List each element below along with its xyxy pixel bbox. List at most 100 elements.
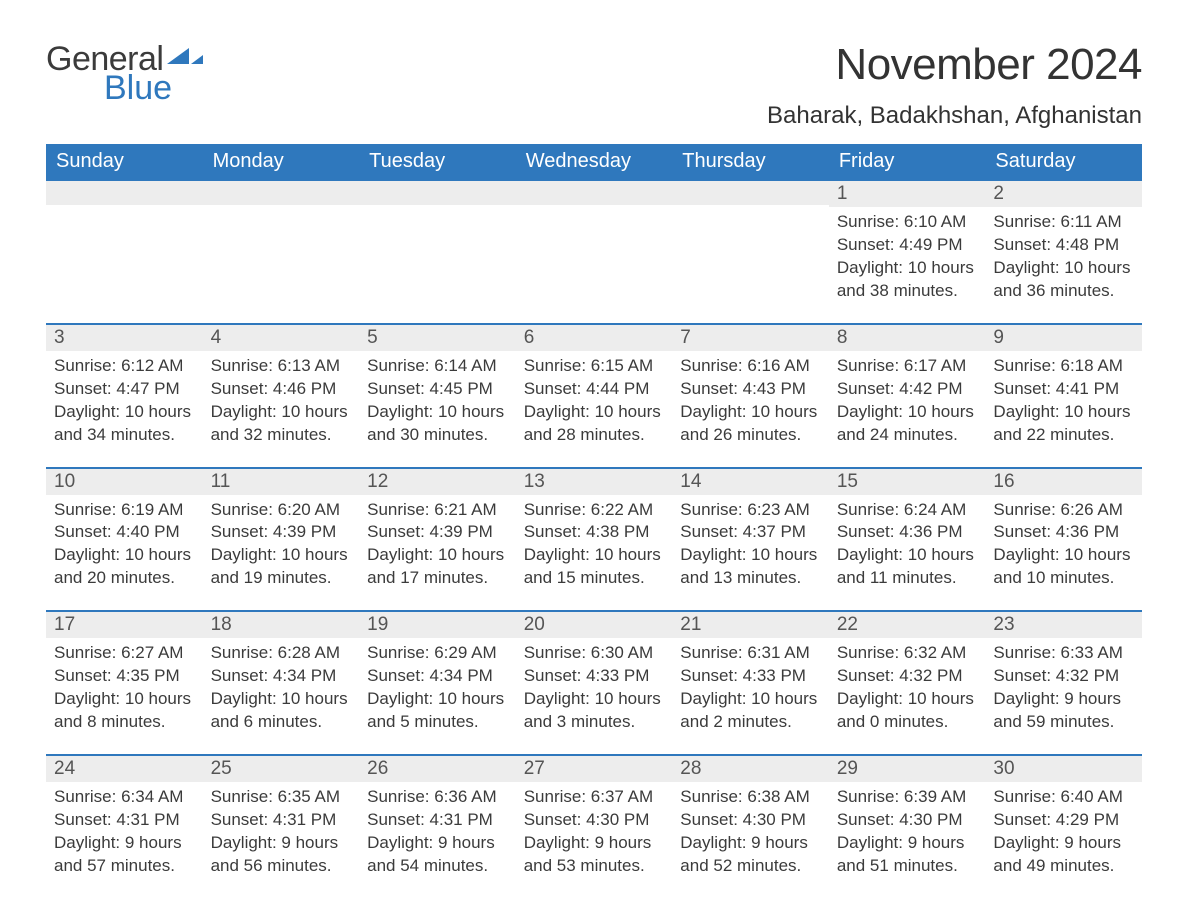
calendar-day-empty bbox=[359, 181, 516, 309]
heading-block: November 2024 Baharak, Badakhshan, Afgha… bbox=[767, 40, 1142, 130]
day-sunrise: Sunrise: 6:29 AM bbox=[367, 642, 508, 665]
calendar-day: 26Sunrise: 6:36 AMSunset: 4:31 PMDayligh… bbox=[359, 756, 516, 884]
day-number-bar bbox=[672, 181, 829, 205]
day-sunrise: Sunrise: 6:30 AM bbox=[524, 642, 665, 665]
day-dl2: and 2 minutes. bbox=[680, 711, 821, 734]
day-dl1: Daylight: 10 hours bbox=[524, 688, 665, 711]
day-number: 27 bbox=[516, 756, 673, 782]
day-details: Sunrise: 6:31 AMSunset: 4:33 PMDaylight:… bbox=[672, 638, 829, 734]
day-sunrise: Sunrise: 6:40 AM bbox=[993, 786, 1134, 809]
day-dl1: Daylight: 10 hours bbox=[993, 257, 1134, 280]
calendar-day: 5Sunrise: 6:14 AMSunset: 4:45 PMDaylight… bbox=[359, 325, 516, 453]
day-dl1: Daylight: 10 hours bbox=[680, 544, 821, 567]
calendar-day: 12Sunrise: 6:21 AMSunset: 4:39 PMDayligh… bbox=[359, 469, 516, 597]
day-details: Sunrise: 6:34 AMSunset: 4:31 PMDaylight:… bbox=[46, 782, 203, 878]
day-dl2: and 38 minutes. bbox=[837, 280, 978, 303]
day-number: 2 bbox=[985, 181, 1142, 207]
day-details: Sunrise: 6:32 AMSunset: 4:32 PMDaylight:… bbox=[829, 638, 986, 734]
day-number: 29 bbox=[829, 756, 986, 782]
day-dl1: Daylight: 10 hours bbox=[54, 401, 195, 424]
day-sunrise: Sunrise: 6:18 AM bbox=[993, 355, 1134, 378]
day-number: 25 bbox=[203, 756, 360, 782]
day-details: Sunrise: 6:18 AMSunset: 4:41 PMDaylight:… bbox=[985, 351, 1142, 447]
calendar-day: 8Sunrise: 6:17 AMSunset: 4:42 PMDaylight… bbox=[829, 325, 986, 453]
day-sunrise: Sunrise: 6:15 AM bbox=[524, 355, 665, 378]
day-number: 1 bbox=[829, 181, 986, 207]
day-sunset: Sunset: 4:40 PM bbox=[54, 521, 195, 544]
day-details: Sunrise: 6:17 AMSunset: 4:42 PMDaylight:… bbox=[829, 351, 986, 447]
day-details: Sunrise: 6:12 AMSunset: 4:47 PMDaylight:… bbox=[46, 351, 203, 447]
day-sunrise: Sunrise: 6:33 AM bbox=[993, 642, 1134, 665]
top-bar: General Blue November 2024 Baharak, Bada… bbox=[46, 40, 1142, 130]
calendar-week: 24Sunrise: 6:34 AMSunset: 4:31 PMDayligh… bbox=[46, 754, 1142, 884]
day-number: 19 bbox=[359, 612, 516, 638]
day-sunset: Sunset: 4:34 PM bbox=[211, 665, 352, 688]
day-number-bar bbox=[516, 181, 673, 205]
calendar-day: 2Sunrise: 6:11 AMSunset: 4:48 PMDaylight… bbox=[985, 181, 1142, 309]
day-details: Sunrise: 6:23 AMSunset: 4:37 PMDaylight:… bbox=[672, 495, 829, 591]
day-sunset: Sunset: 4:41 PM bbox=[993, 378, 1134, 401]
day-sunrise: Sunrise: 6:20 AM bbox=[211, 499, 352, 522]
day-sunset: Sunset: 4:45 PM bbox=[367, 378, 508, 401]
day-sunrise: Sunrise: 6:21 AM bbox=[367, 499, 508, 522]
day-dl1: Daylight: 10 hours bbox=[993, 401, 1134, 424]
day-number: 22 bbox=[829, 612, 986, 638]
calendar-page: General Blue November 2024 Baharak, Bada… bbox=[0, 0, 1188, 914]
day-sunset: Sunset: 4:31 PM bbox=[367, 809, 508, 832]
day-details: Sunrise: 6:20 AMSunset: 4:39 PMDaylight:… bbox=[203, 495, 360, 591]
dow-sunday: Sunday bbox=[46, 144, 203, 181]
day-details: Sunrise: 6:33 AMSunset: 4:32 PMDaylight:… bbox=[985, 638, 1142, 734]
day-number-bar bbox=[203, 181, 360, 205]
day-dl2: and 34 minutes. bbox=[54, 424, 195, 447]
day-details: Sunrise: 6:35 AMSunset: 4:31 PMDaylight:… bbox=[203, 782, 360, 878]
day-sunset: Sunset: 4:31 PM bbox=[54, 809, 195, 832]
day-dl2: and 53 minutes. bbox=[524, 855, 665, 878]
calendar-day: 29Sunrise: 6:39 AMSunset: 4:30 PMDayligh… bbox=[829, 756, 986, 884]
calendar-week: 10Sunrise: 6:19 AMSunset: 4:40 PMDayligh… bbox=[46, 467, 1142, 597]
day-sunrise: Sunrise: 6:24 AM bbox=[837, 499, 978, 522]
day-dl2: and 8 minutes. bbox=[54, 711, 195, 734]
day-details: Sunrise: 6:27 AMSunset: 4:35 PMDaylight:… bbox=[46, 638, 203, 734]
day-sunset: Sunset: 4:30 PM bbox=[680, 809, 821, 832]
day-dl2: and 0 minutes. bbox=[837, 711, 978, 734]
day-sunset: Sunset: 4:42 PM bbox=[837, 378, 978, 401]
day-details: Sunrise: 6:29 AMSunset: 4:34 PMDaylight:… bbox=[359, 638, 516, 734]
day-dl2: and 15 minutes. bbox=[524, 567, 665, 590]
day-sunset: Sunset: 4:48 PM bbox=[993, 234, 1134, 257]
day-dl2: and 10 minutes. bbox=[993, 567, 1134, 590]
day-sunrise: Sunrise: 6:23 AM bbox=[680, 499, 821, 522]
calendar-day: 27Sunrise: 6:37 AMSunset: 4:30 PMDayligh… bbox=[516, 756, 673, 884]
dow-saturday: Saturday bbox=[985, 144, 1142, 181]
day-dl1: Daylight: 10 hours bbox=[367, 544, 508, 567]
day-sunset: Sunset: 4:47 PM bbox=[54, 378, 195, 401]
day-dl2: and 17 minutes. bbox=[367, 567, 508, 590]
day-details: Sunrise: 6:21 AMSunset: 4:39 PMDaylight:… bbox=[359, 495, 516, 591]
day-number: 14 bbox=[672, 469, 829, 495]
day-number-bar bbox=[359, 181, 516, 205]
calendar-day: 16Sunrise: 6:26 AMSunset: 4:36 PMDayligh… bbox=[985, 469, 1142, 597]
day-sunrise: Sunrise: 6:34 AM bbox=[54, 786, 195, 809]
day-dl1: Daylight: 10 hours bbox=[524, 544, 665, 567]
day-sunrise: Sunrise: 6:35 AM bbox=[211, 786, 352, 809]
day-sunset: Sunset: 4:43 PM bbox=[680, 378, 821, 401]
day-sunset: Sunset: 4:33 PM bbox=[680, 665, 821, 688]
calendar-week: 17Sunrise: 6:27 AMSunset: 4:35 PMDayligh… bbox=[46, 610, 1142, 740]
day-sunrise: Sunrise: 6:22 AM bbox=[524, 499, 665, 522]
day-sunset: Sunset: 4:36 PM bbox=[993, 521, 1134, 544]
day-dl2: and 20 minutes. bbox=[54, 567, 195, 590]
day-number: 12 bbox=[359, 469, 516, 495]
day-number: 23 bbox=[985, 612, 1142, 638]
day-number: 21 bbox=[672, 612, 829, 638]
day-dl2: and 13 minutes. bbox=[680, 567, 821, 590]
weeks-container: 1Sunrise: 6:10 AMSunset: 4:49 PMDaylight… bbox=[46, 181, 1142, 884]
day-details: Sunrise: 6:13 AMSunset: 4:46 PMDaylight:… bbox=[203, 351, 360, 447]
day-details: Sunrise: 6:38 AMSunset: 4:30 PMDaylight:… bbox=[672, 782, 829, 878]
day-dl1: Daylight: 10 hours bbox=[837, 257, 978, 280]
calendar-day: 17Sunrise: 6:27 AMSunset: 4:35 PMDayligh… bbox=[46, 612, 203, 740]
day-dl1: Daylight: 10 hours bbox=[837, 401, 978, 424]
day-number: 26 bbox=[359, 756, 516, 782]
calendar-day: 15Sunrise: 6:24 AMSunset: 4:36 PMDayligh… bbox=[829, 469, 986, 597]
day-number: 15 bbox=[829, 469, 986, 495]
day-dl1: Daylight: 9 hours bbox=[993, 688, 1134, 711]
day-details: Sunrise: 6:15 AMSunset: 4:44 PMDaylight:… bbox=[516, 351, 673, 447]
